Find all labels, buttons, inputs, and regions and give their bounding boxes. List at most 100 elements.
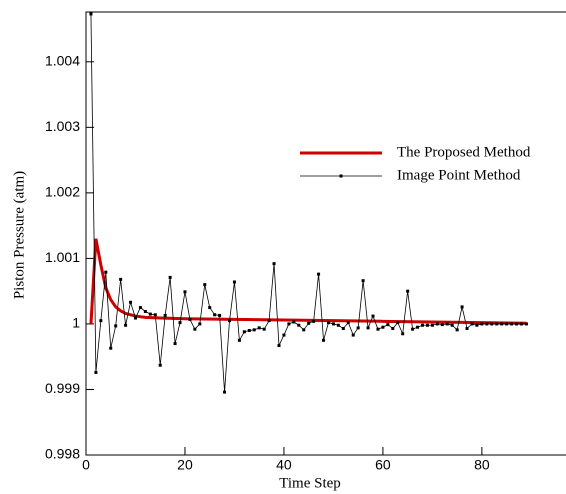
data-point — [148, 312, 152, 316]
data-point — [89, 12, 93, 16]
data-point — [420, 323, 424, 327]
data-point — [124, 323, 128, 327]
y-axis-label: Piston Pressure (atm) — [11, 171, 27, 299]
data-point — [297, 323, 301, 327]
data-point — [465, 327, 469, 331]
plot-frame — [85, 11, 566, 456]
data-point — [153, 313, 157, 317]
data-point — [371, 314, 375, 318]
data-point — [163, 313, 167, 317]
data-point — [213, 313, 217, 317]
data-point — [470, 322, 474, 326]
data-point — [307, 321, 311, 325]
data-point — [510, 322, 514, 326]
data-point — [267, 319, 271, 323]
data-point — [262, 327, 266, 331]
data-point — [247, 328, 251, 332]
legend-label: The Proposed Method — [397, 144, 531, 160]
data-point — [228, 319, 232, 323]
data-point — [242, 330, 246, 334]
data-point — [312, 319, 316, 323]
data-point — [440, 323, 444, 327]
series-line — [90, 13, 527, 393]
data-point — [282, 333, 286, 337]
data-point — [272, 262, 276, 266]
data-point — [391, 327, 395, 331]
data-point — [455, 328, 459, 332]
x-axis-label: Time Step — [279, 475, 341, 491]
data-point — [346, 321, 350, 325]
legend-label: Image Point Method — [397, 167, 521, 183]
y-tick-label: 1.004 — [45, 53, 80, 69]
data-point — [485, 322, 489, 326]
data-point — [361, 279, 365, 283]
x-tick-label: 80 — [474, 457, 490, 473]
data-point — [401, 332, 405, 336]
data-point — [183, 290, 187, 294]
data-point — [218, 313, 222, 317]
data-point — [425, 323, 429, 327]
data-point — [386, 323, 390, 327]
x-tick-label: 20 — [177, 457, 193, 473]
data-point — [524, 322, 528, 326]
y-tick-label: 1 — [72, 315, 80, 331]
data-point — [500, 322, 504, 326]
data-point — [480, 322, 484, 326]
data-point — [203, 283, 207, 287]
data-point — [356, 326, 360, 330]
data-point — [495, 322, 499, 326]
data-point — [138, 306, 142, 310]
data-point — [237, 338, 241, 342]
data-point — [178, 321, 182, 325]
data-point — [366, 326, 370, 330]
data-point — [351, 333, 355, 337]
data-point — [114, 324, 118, 328]
data-point — [94, 370, 98, 374]
data-point — [143, 309, 147, 313]
data-point — [257, 326, 261, 330]
data-point — [505, 322, 509, 326]
data-point — [168, 275, 172, 279]
data-point — [460, 305, 464, 309]
x-tick-label: 0 — [82, 457, 90, 473]
y-tick-label: 0.999 — [45, 380, 80, 396]
data-point — [232, 280, 236, 284]
data-point — [277, 344, 281, 348]
y-tick-label: 0.998 — [45, 446, 80, 462]
data-point — [381, 325, 385, 329]
data-point — [490, 322, 494, 326]
data-point — [193, 327, 197, 331]
data-point — [336, 323, 340, 327]
data-point — [129, 300, 133, 304]
data-point — [322, 338, 326, 342]
data-point — [430, 323, 434, 327]
data-point — [341, 327, 345, 331]
data-point — [252, 328, 256, 332]
data-point — [109, 346, 113, 350]
data-point — [515, 322, 519, 326]
x-tick-label: 60 — [375, 457, 391, 473]
series-line — [89, 238, 527, 325]
data-point — [519, 322, 523, 326]
data-point — [158, 363, 162, 367]
data-point — [317, 272, 321, 276]
data-point — [198, 322, 202, 326]
data-point — [445, 322, 449, 326]
data-point — [133, 316, 137, 320]
data-point — [188, 317, 192, 321]
data-point — [326, 321, 330, 325]
data-point — [396, 321, 400, 325]
data-point — [287, 322, 291, 326]
data-point — [99, 319, 103, 323]
data-point — [411, 327, 415, 331]
data-point — [208, 306, 212, 310]
data-point — [302, 328, 306, 332]
data-point — [435, 322, 439, 326]
y-tick-label: 1.003 — [45, 118, 80, 134]
x-tick-label: 40 — [276, 457, 292, 473]
data-point — [450, 323, 454, 327]
data-point — [416, 325, 420, 329]
legend-marker — [339, 174, 343, 178]
data-point — [223, 390, 227, 394]
